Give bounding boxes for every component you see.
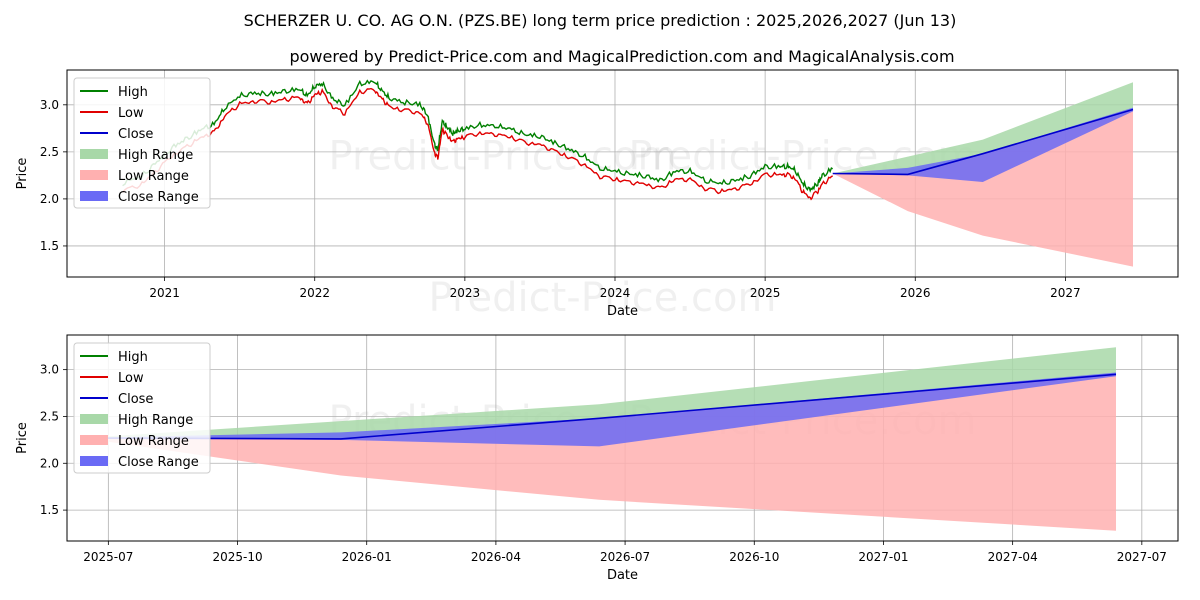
y-tick-label: 2.0 (40, 192, 59, 206)
low-series-line (122, 87, 834, 201)
close-forecast-line (832, 108, 1134, 176)
close-range-band (832, 107, 1133, 182)
x-tick-label: 2026-01 (342, 550, 392, 564)
legend-swatch (80, 149, 108, 159)
x-axis-label: Date (607, 568, 638, 583)
x-tick-label: 2024 (600, 286, 631, 300)
low-range-band (832, 109, 1133, 267)
legend-label: Low Range (118, 169, 189, 184)
legend-label: Close (118, 392, 153, 407)
y-tick-label: 3.0 (40, 363, 59, 377)
legend-swatch (80, 456, 108, 466)
y-axis-label: Price (15, 422, 30, 454)
y-tick-label: 3.0 (40, 98, 59, 112)
x-tick-label: 2027-01 (858, 550, 908, 564)
x-tick-label: 2026-04 (471, 550, 521, 564)
chart-title: SCHERZER U. CO. AG O.N. (PZS.BE) long te… (244, 11, 957, 30)
plot-area (122, 79, 1134, 267)
legend-label: Low Range (118, 434, 189, 449)
forecast-zoom-panel: Predict-Price.comPredict-Price.com2025-0… (15, 334, 1179, 583)
legend-swatch (80, 435, 108, 445)
legend-label: Low (118, 371, 144, 386)
x-tick-label: 2025 (750, 286, 781, 300)
legend-label: High Range (118, 148, 193, 163)
plot-frame (66, 69, 1179, 278)
x-tick-label: 2022 (299, 286, 330, 300)
chart-subtitle: powered by Predict-Price.com and Magical… (289, 47, 954, 66)
x-axis-label: Date (607, 304, 638, 319)
high-series-line (122, 79, 833, 193)
y-tick-label: 2.5 (40, 409, 59, 423)
y-tick-label: 2.5 (40, 145, 59, 159)
legend-label: Close (118, 127, 153, 142)
plot-frame (66, 334, 1179, 542)
x-tick-label: 2025-07 (83, 550, 133, 564)
close-forecast-line (82, 373, 1117, 440)
legend-label: High Range (118, 413, 193, 428)
x-tick-label: 2023 (450, 286, 481, 300)
x-tick-label: 2021 (149, 286, 180, 300)
long-term-panel: Predict-Price.comPredict-Price.comPredic… (15, 69, 1179, 321)
y-tick-label: 1.5 (40, 239, 59, 253)
legend-label: Close Range (118, 455, 199, 470)
legend-swatch (80, 191, 108, 201)
y-axis-label: Price (15, 158, 30, 190)
watermark-text: Predict-Price.com (429, 275, 777, 321)
watermark-text: Predict-Price.com (329, 133, 677, 179)
x-tick-label: 2025-10 (212, 550, 262, 564)
x-tick-label: 2026-07 (600, 550, 650, 564)
x-tick-label: 2027-04 (988, 550, 1038, 564)
close-range-band (82, 372, 1116, 447)
legend-label: Low (118, 106, 144, 121)
x-tick-label: 2027 (1050, 286, 1081, 300)
x-tick-label: 2026 (900, 286, 931, 300)
legend-label: Close Range (118, 190, 199, 205)
legend-swatch (80, 170, 108, 180)
y-tick-label: 1.5 (40, 503, 59, 517)
x-tick-label: 2027-07 (1117, 550, 1167, 564)
low-range-band (82, 374, 1116, 531)
legend-swatch (80, 414, 108, 424)
y-tick-label: 2.0 (40, 456, 59, 470)
legend-label: High (118, 350, 148, 365)
plot-area (82, 347, 1117, 531)
x-tick-label: 2026-10 (729, 550, 779, 564)
legend-label: High (118, 85, 148, 100)
